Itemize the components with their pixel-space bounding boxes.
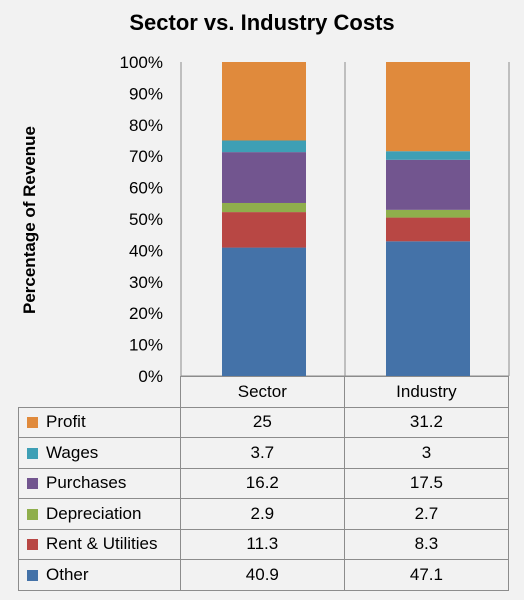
data-label-sector: 16.2: [179, 467, 345, 499]
data-label-industry: 3: [343, 437, 510, 469]
data-label-sector: 11.3: [179, 528, 345, 560]
data-label-industry: 47.1: [343, 559, 510, 591]
legend-entry: Other: [18, 559, 181, 591]
y-tick-label: 60%: [129, 179, 163, 198]
bar-segment-industry-rent-utilities: [386, 217, 470, 242]
bar-segment-sector-depreciation: [222, 202, 306, 213]
y-tick-label: 70%: [129, 147, 163, 166]
y-tick-label: 100%: [120, 53, 163, 72]
legend-label: Depreciation: [46, 503, 142, 523]
bar-segment-industry-purchases: [386, 159, 470, 210]
data-table-corner: [18, 376, 181, 408]
bar-segment-sector-profit: [222, 62, 306, 141]
legend-entry: Rent & Utilities: [18, 528, 181, 560]
data-table-row: Depreciation 2.9 2.7: [18, 498, 510, 530]
data-label-industry: 31.2: [343, 406, 510, 438]
y-tick-label: 30%: [129, 273, 163, 292]
bar-segment-sector-purchases: [222, 152, 306, 203]
legend-label: Wages: [46, 442, 99, 462]
legend-swatch: [27, 508, 38, 520]
bar-segment-sector-other: [222, 247, 306, 376]
y-tick-label: 90%: [129, 84, 163, 103]
data-table-row: Profit 25 31.2: [18, 406, 510, 438]
data-table: Sector Industry Profit 25 31.2 Wages 3.7 3 Pur…: [18, 376, 510, 591]
legend-entry: Purchases: [18, 467, 181, 499]
data-label-sector: 40.9: [179, 559, 345, 591]
y-tick-label: 20%: [129, 304, 163, 323]
y-tick-label: 80%: [129, 116, 163, 135]
bar-segment-industry-wages: [386, 151, 470, 160]
legend-swatch: [27, 478, 38, 490]
data-table-row: Rent & Utilities 11.3 8.3: [18, 528, 510, 560]
bar-segment-sector-wages: [222, 140, 306, 153]
y-tick-label: 50%: [129, 210, 163, 229]
category-label-industry: Industry: [343, 376, 510, 408]
legend-swatch: [27, 569, 38, 581]
data-label-sector: 25: [179, 406, 345, 438]
legend-label: Rent & Utilities: [46, 534, 158, 554]
data-label-industry: 8.3: [343, 528, 510, 560]
legend-entry: Profit: [18, 406, 181, 438]
bar-segment-sector-rent-utilities: [222, 212, 306, 248]
legend-label: Other: [46, 564, 89, 584]
bar-segment-industry-other: [386, 241, 470, 376]
data-table-header-row: Sector Industry: [18, 376, 510, 408]
bar-segment-industry-profit: [386, 62, 470, 152]
legend-entry: Depreciation: [18, 498, 181, 530]
legend-swatch: [27, 417, 38, 429]
legend-swatch: [27, 539, 38, 551]
legend-label: Profit: [46, 412, 86, 432]
data-label-sector: 2.9: [179, 498, 345, 530]
data-table-row: Other 40.9 47.1: [18, 559, 510, 591]
category-label-sector: Sector: [179, 376, 345, 408]
y-tick-label: 40%: [129, 241, 163, 260]
data-table-row: Wages 3.7 3: [18, 437, 510, 469]
data-label-sector: 3.7: [179, 437, 345, 469]
legend-swatch: [27, 447, 38, 459]
chart-title: Sector vs. Industry Costs: [129, 10, 395, 35]
legend-entry: Wages: [18, 437, 181, 469]
data-label-industry: 17.5: [343, 467, 510, 499]
data-table-row: Purchases 16.2 17.5: [18, 467, 510, 499]
bar-segment-industry-depreciation: [386, 209, 470, 218]
data-label-industry: 2.7: [343, 498, 510, 530]
y-tick-label: 10%: [129, 336, 163, 355]
legend-label: Purchases: [46, 473, 127, 493]
